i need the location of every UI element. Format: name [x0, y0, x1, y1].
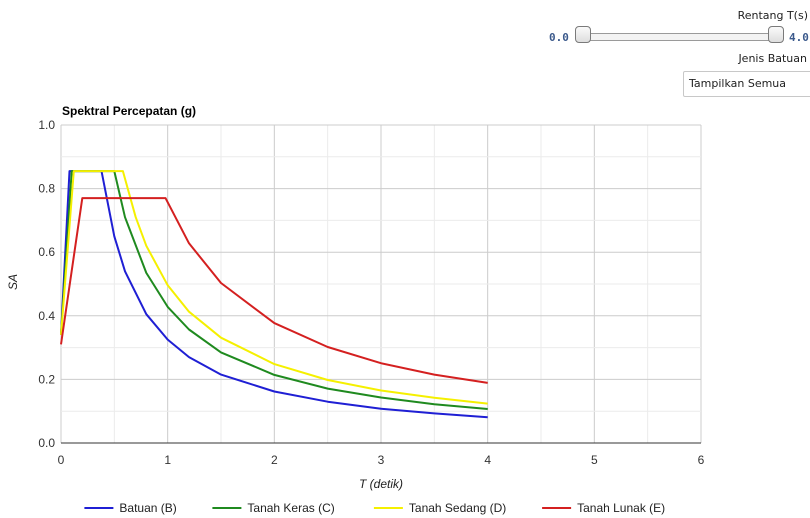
chart-grid	[60, 124, 702, 444]
x-tick-label: 3	[378, 453, 385, 467]
x-axis-ticks: 0 1 2 3 4 5 6	[58, 453, 705, 467]
chart-title: Spektral Percepatan (g)	[62, 104, 196, 118]
rock-type-label: Jenis Batuan	[738, 52, 807, 65]
y-tick-label: 1.0	[38, 118, 55, 132]
series-line-2	[60, 170, 488, 405]
x-tick-label: 1	[164, 453, 171, 467]
series-line-3	[60, 197, 488, 384]
range-slider-max-handle[interactable]	[768, 26, 784, 43]
legend-label: Tanah Sedang (D)	[409, 501, 506, 515]
x-tick-label: 5	[591, 453, 598, 467]
chart-series	[60, 170, 488, 419]
y-tick-label: 0.4	[38, 309, 55, 323]
y-tick-label: 0.2	[38, 372, 55, 386]
x-tick-label: 4	[484, 453, 491, 467]
legend-label: Tanah Lunak (E)	[577, 501, 665, 515]
y-axis-title: SA	[6, 274, 20, 290]
y-tick-label: 0.6	[38, 245, 55, 259]
y-axis-ticks: 0.0 0.2 0.4 0.6 0.8 1.0	[38, 118, 55, 450]
legend-label: Batuan (B)	[119, 501, 176, 515]
chart-legend: Batuan (B) Tanah Keras (C) Tanah Sedang (D…	[84, 501, 665, 515]
x-axis-title: T (detik)	[359, 477, 403, 491]
legend-label: Tanah Keras (C)	[247, 501, 334, 515]
rock-type-select[interactable]: Tampilkan Semua	[683, 71, 810, 97]
range-min-value: 0.0	[549, 31, 569, 44]
range-max-value: 4.0	[789, 31, 809, 44]
x-tick-label: 0	[58, 453, 65, 467]
range-label: Rentang T(s)	[737, 9, 808, 22]
series-line-0	[60, 170, 488, 419]
y-tick-label: 0.8	[38, 182, 55, 196]
x-tick-label: 2	[271, 453, 278, 467]
range-slider-min-handle[interactable]	[575, 26, 591, 43]
y-tick-label: 0.0	[38, 436, 55, 450]
x-tick-label: 6	[698, 453, 705, 467]
